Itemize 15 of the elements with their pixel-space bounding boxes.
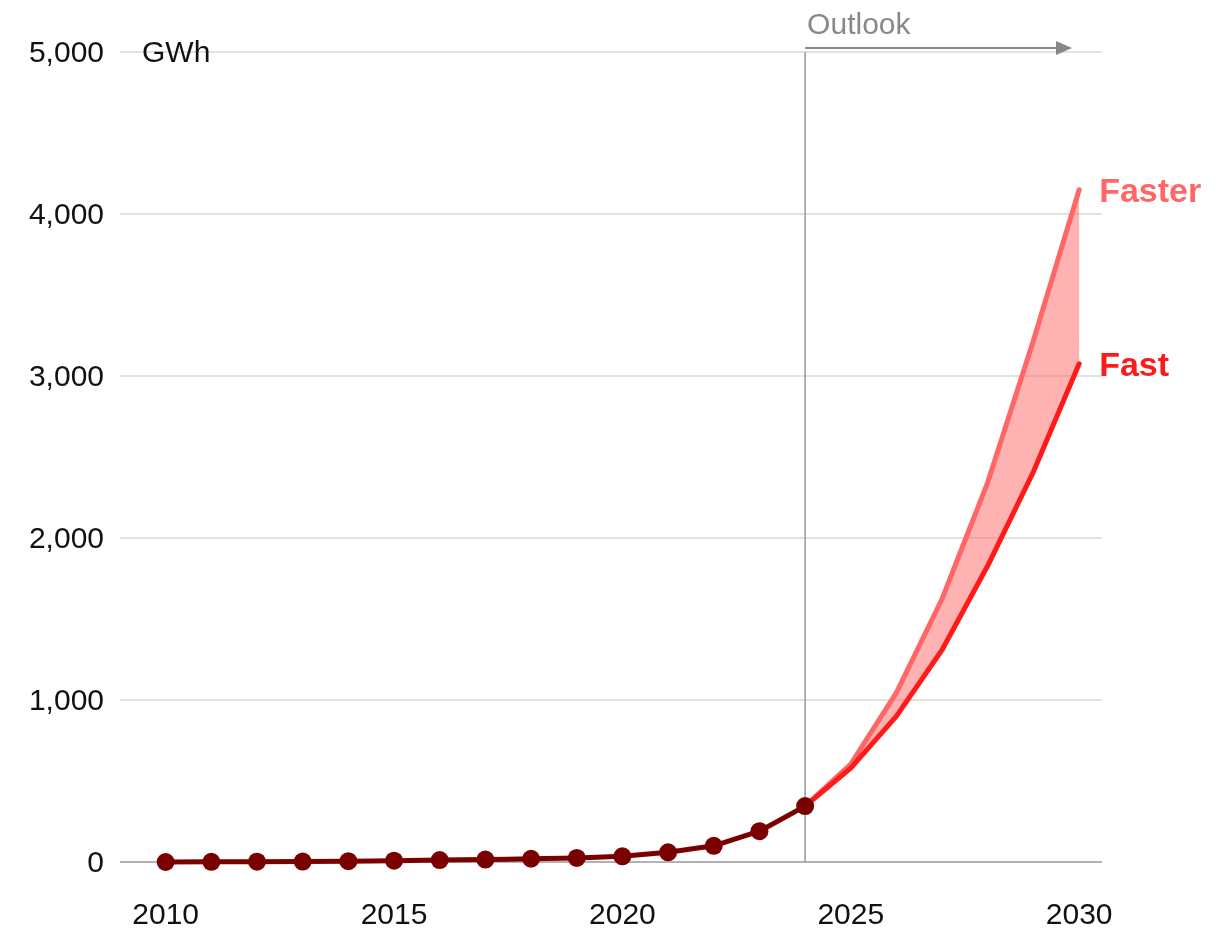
x-tick-label: 2025	[817, 897, 885, 930]
x-tick-label: 2030	[1045, 897, 1113, 930]
y-tick-label: 1,000	[28, 683, 104, 716]
y-tick-label: 2,000	[28, 521, 104, 554]
x-tick-label: 2020	[589, 897, 656, 930]
x-tick-label: 2015	[360, 897, 428, 930]
y-tick-label: 5,000	[28, 35, 104, 68]
x-tick-label: 2010	[132, 897, 200, 930]
y-tick-label: 0	[87, 845, 104, 878]
y-tick-label: 4,000	[28, 197, 104, 230]
y-tick-label: 3,000	[28, 359, 104, 392]
series-label: Fast	[1099, 344, 1170, 383]
text: Outlook	[807, 7, 912, 40]
y-axis-title: GWh	[142, 35, 211, 68]
series-label: Faster	[1099, 170, 1202, 209]
